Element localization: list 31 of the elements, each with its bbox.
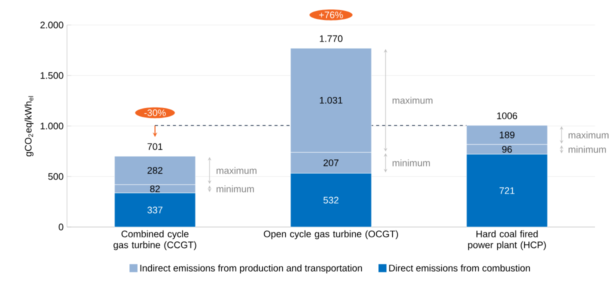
- total-label: 1006: [497, 112, 518, 120]
- data-label: 337: [147, 206, 162, 214]
- annotation: -30%: [144, 109, 166, 116]
- x-tick-label: Open cycle gas turbine (OCGT): [264, 230, 398, 240]
- annotation: maximum: [392, 96, 432, 104]
- data-label: 96: [502, 146, 512, 153]
- data-label: 82: [150, 185, 160, 192]
- y-tick-label: 0: [58, 224, 64, 230]
- total-label: 1.770: [320, 35, 342, 42]
- annotation: minimum: [568, 146, 606, 153]
- legend-label: Indirect emissions from production and transportation: [140, 264, 362, 274]
- annotation: maximum: [568, 131, 608, 138]
- data-label: 189: [500, 132, 514, 138]
- data-label: 207: [324, 159, 338, 166]
- annotation: minimum: [216, 185, 254, 192]
- y-tick-label: 2.000: [40, 22, 64, 28]
- y-tick-label: 1.500: [40, 72, 64, 79]
- data-label: 282: [148, 167, 162, 174]
- x-tick-label: Hard coal fired power plant (HCP): [468, 230, 546, 250]
- annotation: minimum: [392, 159, 430, 166]
- x-tick-label: Combined cycle gas turbine (CCGT): [114, 230, 196, 250]
- legend-label: Direct emissions from combustion: [389, 264, 530, 272]
- data-label: 721: [500, 187, 514, 194]
- text: +76%: [319, 12, 343, 18]
- y-tick-label: 1.000: [40, 122, 64, 130]
- y-axis-title: gCO$_{2}$eq/kWh$_{el}$: [24, 96, 34, 156]
- annotation: maximum: [216, 166, 256, 174]
- y-tick-label: 500: [48, 173, 64, 180]
- total-label: 701: [148, 143, 162, 150]
- data-label: 532: [323, 196, 338, 204]
- data-label: 1.031: [320, 96, 342, 104]
